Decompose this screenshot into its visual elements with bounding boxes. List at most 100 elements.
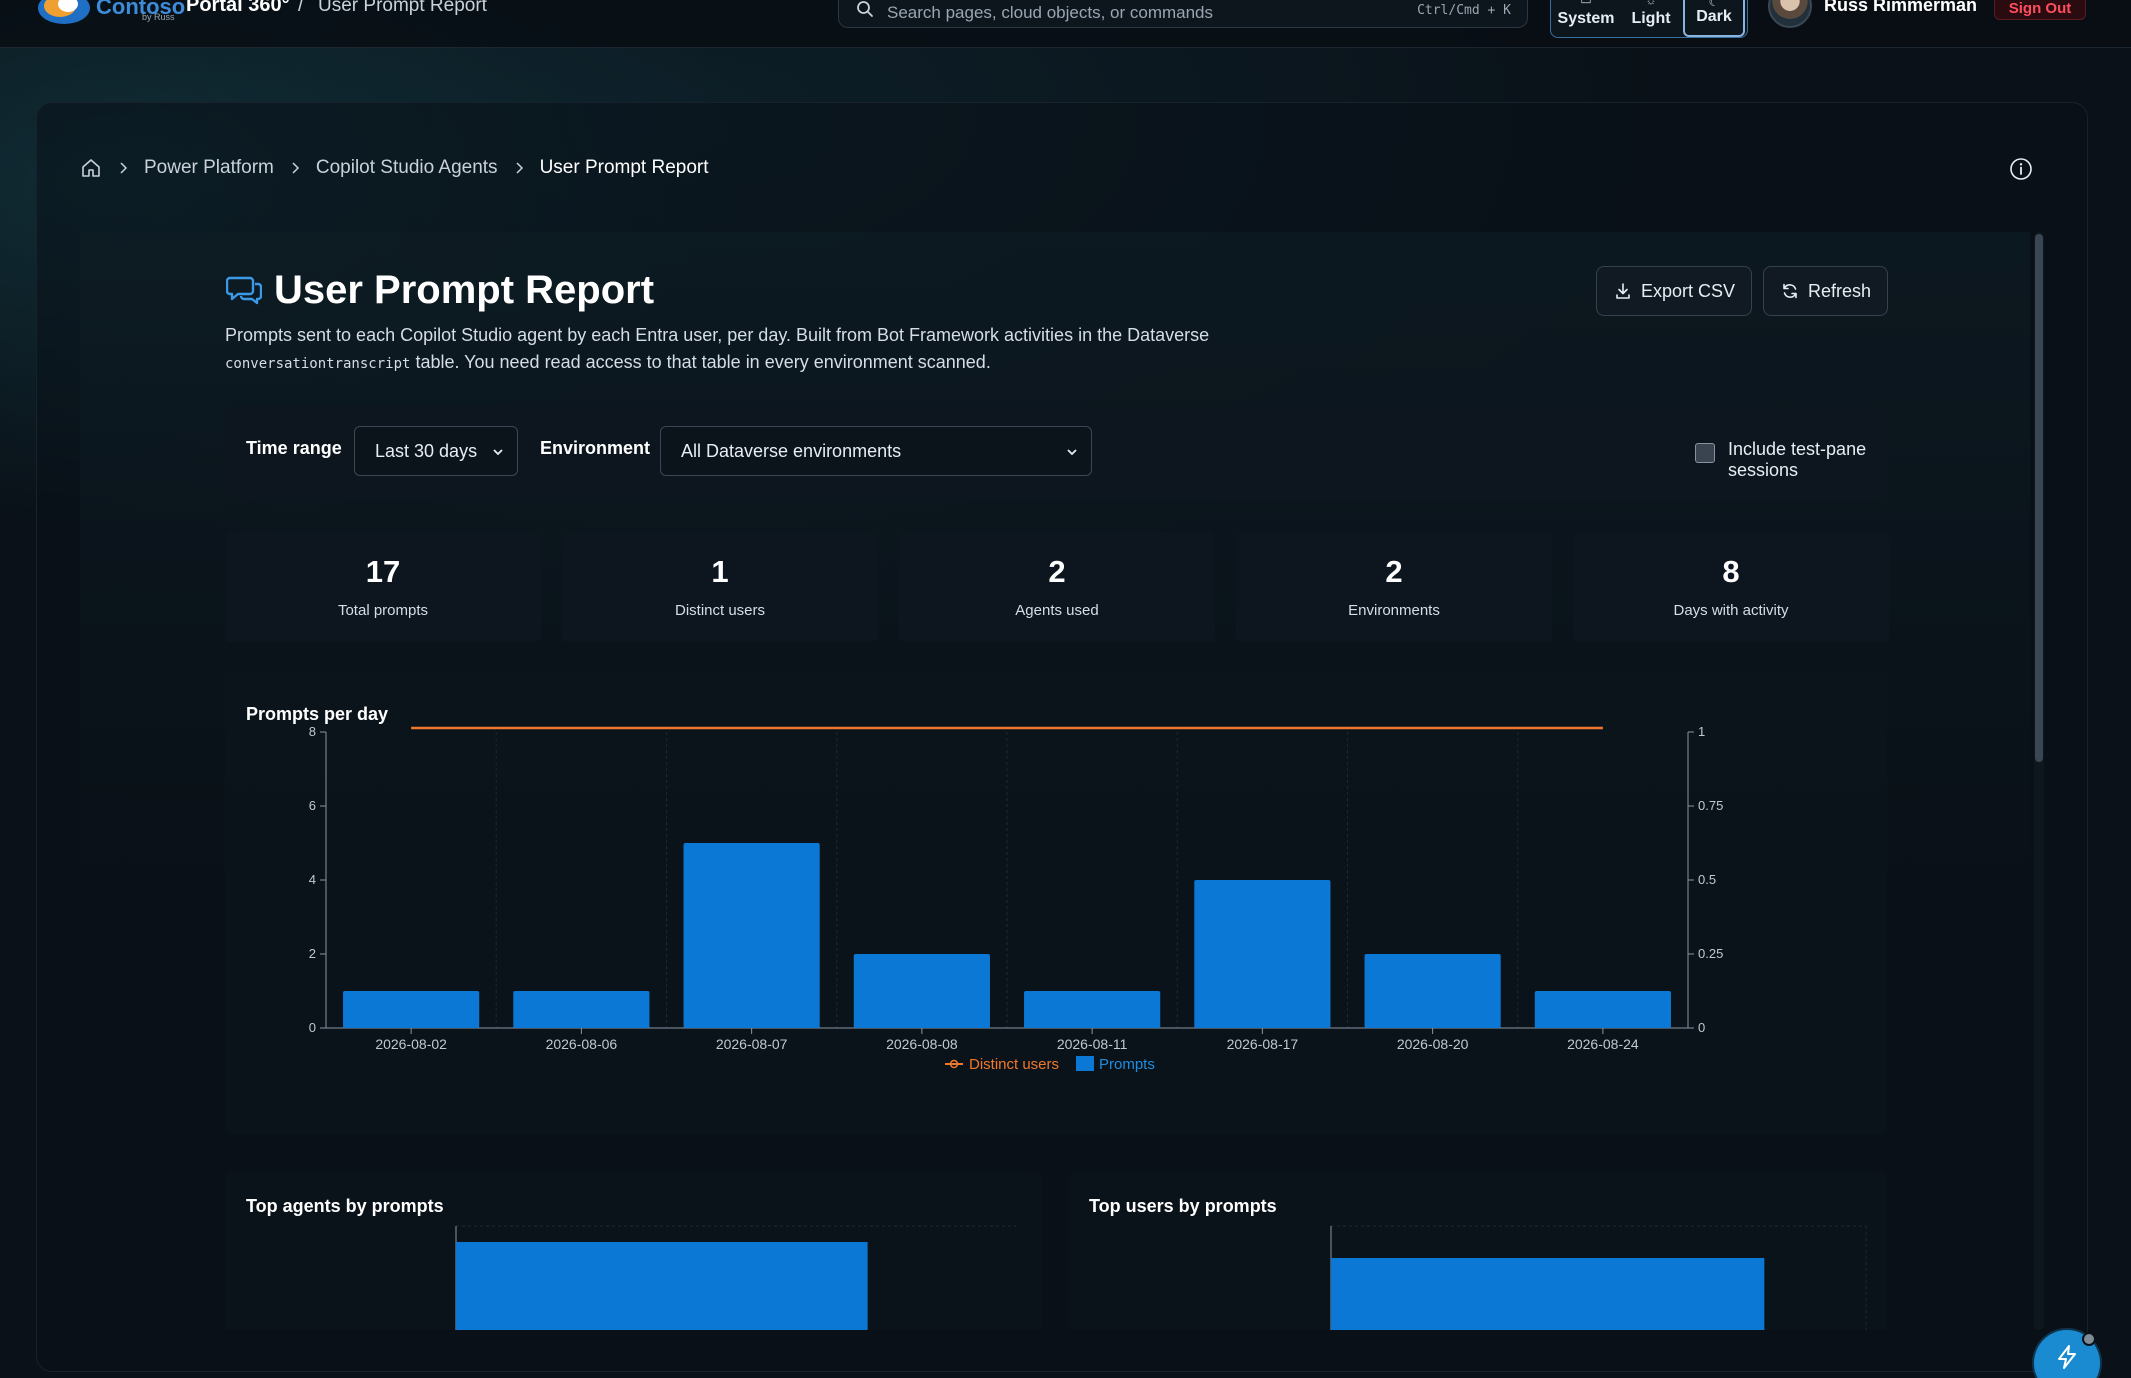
top-agents-card: Top agents by prompts MyNewModernAgent bbox=[225, 1172, 1043, 1330]
moon-icon: ☾ bbox=[1708, 0, 1720, 9]
legend-bar-swatch bbox=[1076, 1056, 1094, 1071]
top-users-card: Top users by prompts bbox=[1068, 1172, 1887, 1330]
chevron-right-icon bbox=[516, 162, 523, 174]
legend-label-distinct-users: Distinct users bbox=[969, 1056, 1059, 1073]
app-title[interactable]: Portal 360° bbox=[186, 0, 290, 16]
user-name[interactable]: Russ Rimmerman bbox=[1824, 0, 1978, 15]
theme-switcher: ▭ System ☼ Light ☾ Dark bbox=[1550, 0, 1748, 38]
bar-prompts bbox=[1364, 954, 1501, 1028]
bar-prompts bbox=[683, 843, 820, 1028]
top-bar: Contoso by Russ Portal 360° / User Promp… bbox=[0, 0, 2131, 48]
description-text-1: Prompts sent to each Copilot Studio agen… bbox=[225, 325, 1210, 345]
stat-card-total-prompts: 17 Total prompts bbox=[225, 532, 541, 642]
x-tick-label: 2026-08-07 bbox=[716, 1036, 788, 1052]
sun-icon: ☼ bbox=[1645, 0, 1657, 7]
bar-prompts bbox=[343, 991, 480, 1028]
bar-prompts bbox=[1194, 880, 1331, 1028]
time-range-select[interactable]: Last 30 days bbox=[354, 426, 518, 476]
x-tick-label: 2026-08-17 bbox=[1227, 1036, 1299, 1052]
stat-label: Days with activity bbox=[1673, 602, 1789, 619]
environment-select[interactable]: All Dataverse environments bbox=[660, 426, 1092, 476]
theme-light-button[interactable]: ☼ Light bbox=[1621, 0, 1681, 37]
chevron-right-icon bbox=[292, 162, 299, 174]
y-tick-label: 6 bbox=[309, 798, 316, 813]
legend-line-marker bbox=[949, 1059, 959, 1069]
prompts-per-day-chart: 0 2 4 6 8 0 0.25 0.5 0.75 1 2026-08-02 2026-08-06 20… bbox=[309, 724, 1724, 1073]
chat-bubbles-icon bbox=[226, 276, 262, 305]
filter-bar: Time range Last 30 days Environment All … bbox=[225, 406, 1887, 500]
home-icon[interactable] bbox=[80, 157, 102, 179]
refresh-icon bbox=[1783, 283, 1797, 299]
chevron-down-icon bbox=[1067, 449, 1077, 456]
stat-card-distinct-users: 1 Distinct users bbox=[562, 532, 878, 642]
breadcrumb-copilot-studio-agents[interactable]: Copilot Studio Agents bbox=[315, 157, 498, 178]
theme-system-label: System bbox=[1557, 10, 1615, 27]
breadcrumb: Power Platform Copilot Studio Agents Use… bbox=[80, 156, 709, 180]
environment-value: All Dataverse environments bbox=[681, 441, 902, 461]
stat-value: 2 bbox=[1385, 554, 1403, 589]
info-icon[interactable] bbox=[2009, 157, 2033, 181]
x-tick-label: 2026-08-20 bbox=[1397, 1036, 1469, 1052]
stat-card-days-with-activity: 8 Days with activity bbox=[1573, 532, 1889, 642]
logo-word: Contoso bbox=[96, 0, 186, 19]
bar-prompts bbox=[1024, 991, 1161, 1028]
theme-light-label: Light bbox=[1631, 10, 1671, 27]
x-tick-label: 2026-08-11 bbox=[1057, 1036, 1128, 1052]
stat-value: 8 bbox=[1722, 554, 1740, 589]
monitor-icon: ▭ bbox=[1580, 0, 1592, 7]
breadcrumb-power-platform[interactable]: Power Platform bbox=[144, 157, 274, 178]
notification-dot bbox=[2082, 1332, 2096, 1346]
contoso-logo-icon[interactable] bbox=[34, 0, 96, 26]
y2-tick-label: 0.5 bbox=[1698, 872, 1716, 887]
bar-prompts bbox=[1534, 991, 1671, 1028]
top-agents-title: Top agents by prompts bbox=[246, 1196, 444, 1216]
bar-agent bbox=[456, 1242, 868, 1330]
theme-dark-label: Dark bbox=[1696, 8, 1732, 25]
refresh-label: Refresh bbox=[1808, 280, 1872, 301]
include-test-label[interactable]: Include test-pane sessions bbox=[1728, 439, 1867, 480]
y2-tick-label: 0 bbox=[1698, 1020, 1705, 1035]
search-icon bbox=[857, 1, 873, 17]
y2-tick-label: 1 bbox=[1698, 724, 1705, 739]
sign-out-button[interactable]: Sign Out bbox=[1994, 0, 2086, 20]
download-icon bbox=[1616, 283, 1630, 299]
description-table-name: conversationtranscript bbox=[225, 356, 411, 372]
theme-system-button[interactable]: ▭ System bbox=[1555, 0, 1617, 37]
include-test-checkbox[interactable] bbox=[1695, 443, 1715, 463]
global-search-input[interactable]: Search pages, cloud objects, or commands… bbox=[838, 0, 1528, 28]
user-avatar[interactable] bbox=[1768, 0, 1812, 28]
lightning-icon bbox=[2058, 1345, 2076, 1369]
stat-value: 2 bbox=[1048, 554, 1066, 589]
search-placeholder: Search pages, cloud objects, or commands bbox=[887, 3, 1214, 22]
stat-label: Agents used bbox=[1015, 602, 1099, 619]
x-tick-label: 2026-08-24 bbox=[1567, 1036, 1639, 1052]
scrollbar-track[interactable] bbox=[2034, 232, 2044, 1330]
stat-label: Total prompts bbox=[337, 602, 429, 619]
top-users-chart bbox=[1330, 1225, 1867, 1330]
stat-label: Environments bbox=[1348, 602, 1440, 619]
scrollbar-thumb[interactable] bbox=[2035, 234, 2043, 762]
search-shortcut-hint: Ctrl/Cmd + K bbox=[1417, 3, 1511, 18]
time-range-label: Time range bbox=[246, 438, 342, 458]
bar-prompts bbox=[853, 954, 990, 1028]
chevron-right-icon bbox=[120, 162, 128, 174]
assistant-fab-button[interactable] bbox=[2034, 1330, 2100, 1378]
time-range-value: Last 30 days bbox=[375, 441, 478, 461]
export-csv-label: Export CSV bbox=[1641, 280, 1736, 301]
stat-value: 1 bbox=[711, 554, 729, 589]
x-tick-label: 2026-08-02 bbox=[375, 1036, 447, 1052]
top-agents-chart: MyNewModernAgent bbox=[455, 1225, 1016, 1330]
description-text-2: table. You need read access to that tabl… bbox=[410, 352, 991, 372]
stat-card-agents-used: 2 Agents used bbox=[899, 532, 1215, 642]
bar-prompts bbox=[513, 991, 650, 1028]
legend-label-prompts: Prompts bbox=[1099, 1056, 1155, 1073]
theme-dark-button[interactable]: ☾ Dark bbox=[1683, 0, 1745, 37]
page-title: User Prompt Report bbox=[274, 268, 655, 312]
x-tick-label: 2026-08-08 bbox=[886, 1036, 958, 1052]
refresh-button[interactable]: Refresh bbox=[1763, 266, 1889, 316]
export-csv-button[interactable]: Export CSV bbox=[1596, 266, 1753, 316]
y2-tick-label: 0.25 bbox=[1698, 946, 1723, 961]
chart-title: Prompts per day bbox=[246, 704, 389, 724]
y-tick-label: 0 bbox=[309, 1020, 316, 1035]
title-separator: / bbox=[298, 0, 304, 16]
